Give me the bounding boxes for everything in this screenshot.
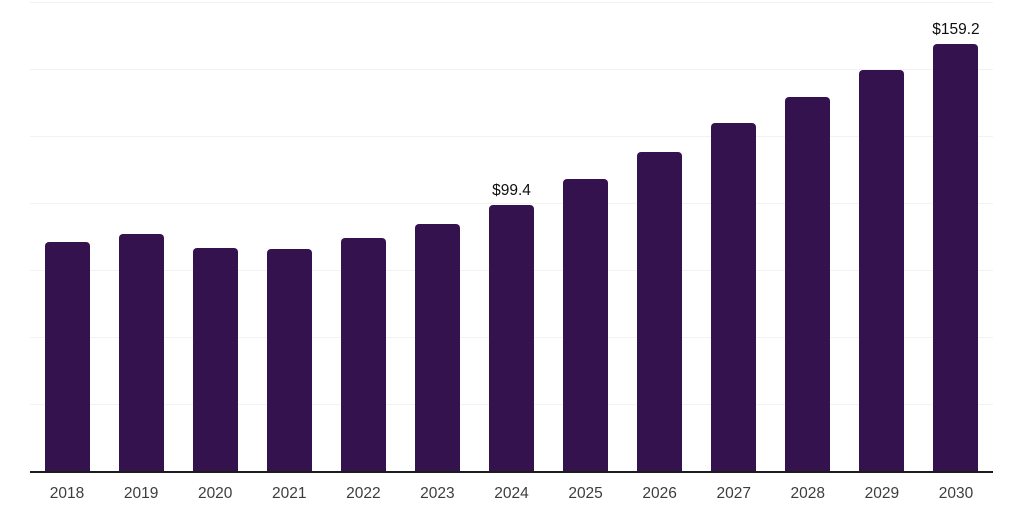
bar-value-label: $159.2	[932, 21, 980, 39]
bar	[637, 151, 683, 471]
gridline	[30, 135, 993, 137]
x-tick-label: 2019	[123, 485, 159, 502]
x-tick-label: 2024	[494, 485, 529, 502]
x-tick-label: 2022	[346, 485, 381, 502]
bar	[933, 44, 979, 471]
bar	[118, 233, 164, 471]
x-axis-line	[30, 470, 993, 473]
x-tick-label: 2028	[790, 485, 826, 502]
bar	[711, 123, 757, 471]
x-tick-label: 2020	[197, 485, 233, 502]
x-tick-label: 2021	[272, 485, 307, 502]
gridline	[30, 202, 993, 204]
bar	[859, 70, 905, 471]
x-tick-label: 2029	[864, 485, 900, 502]
bar	[785, 97, 831, 471]
x-tick-label: 2027	[716, 485, 751, 502]
bar	[44, 241, 90, 471]
bar-value-label: $99.4	[492, 181, 531, 199]
x-tick-label: 2023	[420, 485, 455, 502]
x-tick-label: 2026	[642, 485, 677, 502]
bar	[563, 178, 609, 471]
bar	[489, 204, 534, 471]
bar	[266, 248, 312, 471]
x-tick-label: 2025	[568, 485, 603, 502]
x-tick-label: 2030	[938, 485, 974, 502]
bar	[414, 223, 460, 471]
gridline	[30, 1, 993, 3]
bar	[340, 238, 386, 471]
x-tick-label: 2018	[49, 485, 85, 502]
bar	[192, 248, 238, 471]
gridline	[30, 68, 993, 70]
